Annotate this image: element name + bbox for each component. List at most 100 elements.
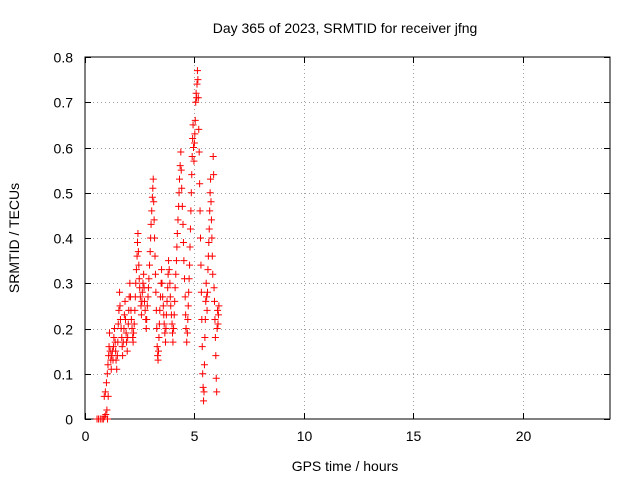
data-point bbox=[190, 157, 198, 165]
data-point bbox=[199, 370, 207, 378]
data-point bbox=[203, 306, 211, 314]
data-point bbox=[149, 184, 157, 192]
data-point bbox=[180, 257, 188, 265]
data-point bbox=[206, 189, 214, 197]
data-point bbox=[158, 266, 166, 274]
data-point bbox=[184, 302, 192, 310]
grid-layer bbox=[85, 57, 610, 419]
data-point bbox=[170, 325, 178, 332]
plot-frame bbox=[84, 56, 611, 420]
data-point bbox=[134, 229, 142, 237]
data-point bbox=[190, 144, 197, 151]
data-point bbox=[175, 189, 183, 197]
data-point bbox=[121, 315, 129, 323]
data-point bbox=[171, 297, 179, 305]
data-point bbox=[164, 270, 172, 278]
data-point bbox=[209, 270, 217, 278]
data-point bbox=[146, 248, 154, 256]
data-point bbox=[128, 325, 136, 332]
data-point bbox=[109, 343, 117, 351]
data-point bbox=[179, 220, 187, 228]
data-point bbox=[212, 374, 220, 382]
data-point bbox=[177, 166, 185, 174]
data-point bbox=[171, 284, 179, 292]
data-point bbox=[143, 302, 151, 310]
data-point bbox=[103, 370, 111, 378]
data-point bbox=[116, 288, 124, 296]
data-point bbox=[130, 320, 138, 328]
data-point bbox=[147, 220, 155, 228]
data-point bbox=[214, 320, 222, 328]
data-point bbox=[146, 261, 154, 269]
data-point bbox=[141, 306, 149, 314]
data-point bbox=[166, 279, 174, 287]
data-point bbox=[132, 279, 140, 287]
data-point bbox=[164, 284, 172, 292]
data-point bbox=[162, 325, 170, 332]
data-point bbox=[153, 325, 161, 332]
data-point bbox=[195, 148, 203, 156]
data-point bbox=[144, 293, 152, 301]
data-point bbox=[197, 288, 205, 296]
data-point bbox=[137, 311, 145, 319]
data-point bbox=[194, 76, 202, 84]
data-point bbox=[182, 325, 190, 332]
data-point bbox=[103, 406, 111, 414]
data-point bbox=[187, 189, 195, 197]
data-point bbox=[165, 266, 173, 274]
x-tick-label: 10 bbox=[297, 428, 313, 444]
y-tick-label: 0.8 bbox=[54, 50, 74, 66]
data-point bbox=[166, 293, 174, 301]
data-point bbox=[208, 234, 216, 242]
data-point bbox=[154, 356, 162, 364]
data-points bbox=[93, 67, 223, 423]
x-axis-label: GPS time / hours bbox=[292, 458, 399, 474]
data-point bbox=[186, 261, 194, 269]
data-point bbox=[141, 297, 148, 305]
data-point bbox=[162, 338, 169, 346]
x-tick-label: 20 bbox=[516, 428, 532, 444]
data-point bbox=[200, 388, 208, 396]
data-point bbox=[201, 315, 209, 323]
y-tick-label: 0.2 bbox=[54, 322, 74, 338]
data-point bbox=[183, 338, 191, 346]
data-point bbox=[191, 130, 199, 138]
data-point bbox=[111, 325, 119, 332]
data-point bbox=[151, 252, 159, 260]
data-point bbox=[155, 334, 163, 342]
data-point bbox=[191, 116, 199, 124]
tick-layer: 0 0.1 0.2 0.3 0.4 0.5 0.6 0.7 0.8 0 5 10 15 20 bbox=[54, 50, 610, 444]
data-point bbox=[186, 225, 194, 233]
data-point bbox=[197, 261, 205, 269]
data-point bbox=[153, 343, 161, 351]
data-point bbox=[206, 207, 214, 215]
data-point bbox=[149, 175, 157, 183]
x-tick-label: 15 bbox=[406, 428, 422, 444]
data-point bbox=[184, 315, 192, 323]
data-point bbox=[211, 297, 218, 305]
data-point bbox=[170, 311, 178, 319]
data-point bbox=[210, 171, 218, 179]
data-point bbox=[156, 306, 164, 314]
data-point bbox=[172, 270, 180, 278]
data-point bbox=[135, 275, 143, 283]
data-point bbox=[211, 315, 219, 323]
data-point bbox=[159, 302, 167, 310]
data-point bbox=[133, 252, 141, 260]
y-tick-label: 0.6 bbox=[54, 141, 74, 157]
data-point bbox=[200, 361, 208, 369]
data-point bbox=[185, 275, 193, 283]
data-point bbox=[122, 329, 130, 337]
data-point bbox=[138, 288, 146, 296]
data-point bbox=[198, 343, 206, 351]
data-point bbox=[183, 329, 191, 337]
data-point bbox=[140, 270, 148, 278]
data-point bbox=[200, 397, 208, 405]
x-tick-label: 5 bbox=[191, 428, 199, 444]
data-point bbox=[163, 297, 171, 305]
data-point bbox=[188, 153, 196, 161]
data-point bbox=[158, 279, 166, 287]
data-point bbox=[101, 388, 109, 396]
data-point bbox=[143, 315, 151, 323]
data-point bbox=[120, 325, 128, 332]
